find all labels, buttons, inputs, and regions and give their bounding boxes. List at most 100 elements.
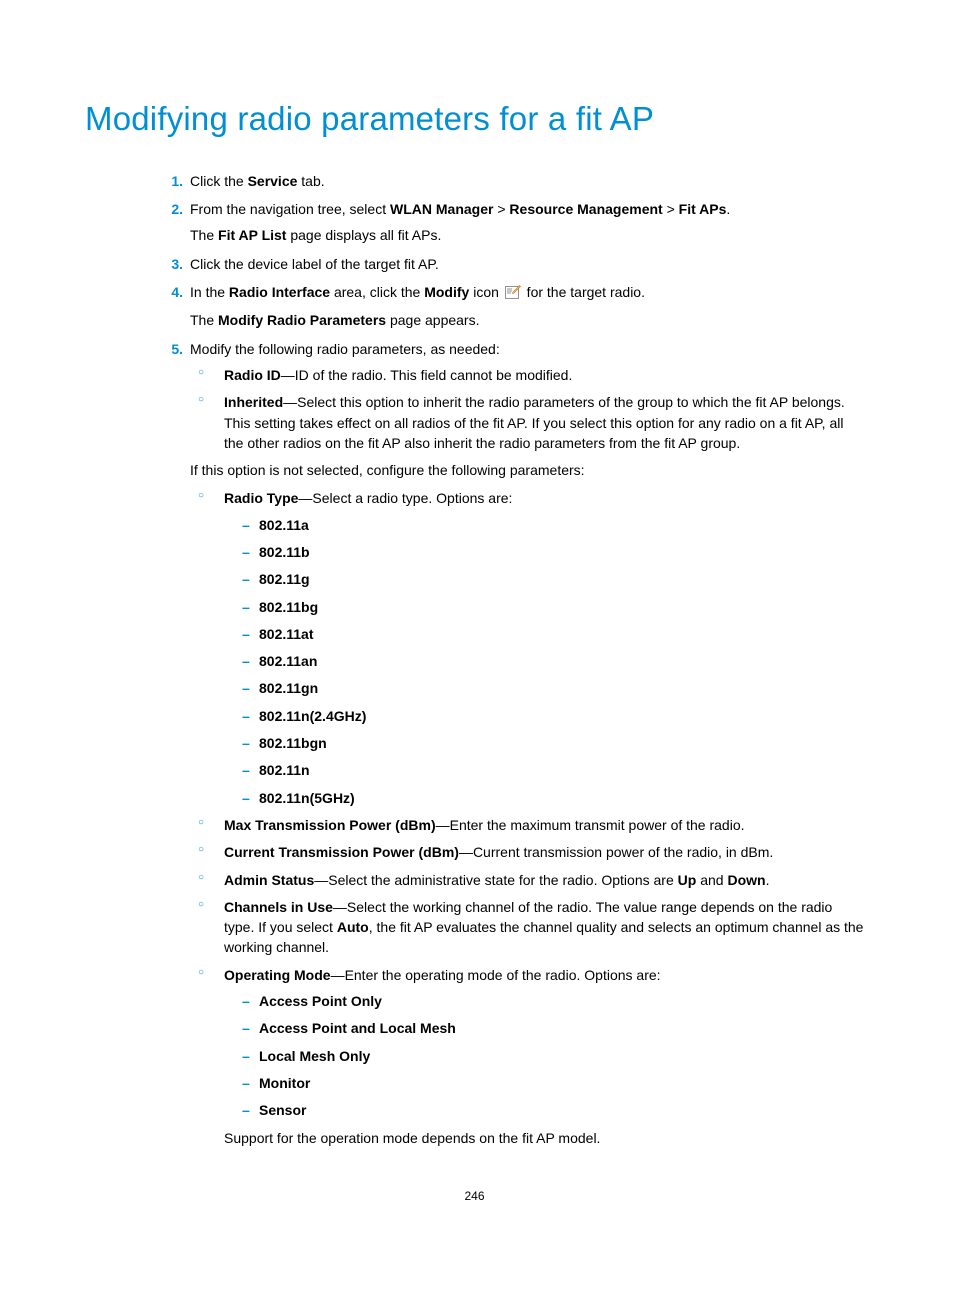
- text: If this option is not selected, configur…: [190, 462, 585, 478]
- bold-text: Modify: [424, 284, 469, 300]
- step-list: 1. Click the Service tab. 2. From the navig…: [85, 171, 864, 1148]
- text: Support for the operation mode depends o…: [224, 1130, 600, 1146]
- text: page appears.: [386, 312, 479, 328]
- dash-item: 802.11an: [259, 651, 864, 671]
- dash-item: Monitor: [259, 1073, 864, 1093]
- paragraph: From the navigation tree, select WLAN Ma…: [190, 199, 864, 219]
- text: —ID of the radio. This field cannot be m…: [281, 367, 573, 383]
- dash-label: Sensor: [259, 1102, 306, 1118]
- text: The: [190, 312, 218, 328]
- bold-text: Operating Mode: [224, 967, 331, 983]
- paragraph: Radio ID—ID of the radio. This field can…: [224, 365, 864, 385]
- bold-text: Auto: [337, 919, 369, 935]
- paragraph: Admin Status—Select the administrative s…: [224, 870, 864, 890]
- step-item: 3. Click the device label of the target f…: [155, 254, 864, 274]
- step-body: From the navigation tree, select WLAN Ma…: [190, 199, 864, 246]
- dash-item: Local Mesh Only: [259, 1046, 864, 1066]
- paragraph: Current Transmission Power (dBm)—Current…: [224, 842, 864, 862]
- bullet-item: Channels in Use—Select the working chann…: [220, 897, 864, 958]
- text: and: [696, 872, 727, 888]
- text: icon: [469, 284, 502, 300]
- text: Click the: [190, 173, 248, 189]
- step-number: 4.: [155, 282, 183, 302]
- dash-label: 802.11bgn: [259, 735, 327, 751]
- paragraph: If this option is not selected, configur…: [190, 460, 864, 480]
- paragraph: The Modify Radio Parameters page appears…: [190, 310, 864, 330]
- bullet-list: Radio Type—Select a radio type. Options …: [190, 488, 864, 1147]
- paragraph: Channels in Use—Select the working chann…: [224, 897, 864, 958]
- bold-text: Modify Radio Parameters: [218, 312, 386, 328]
- dash-item: Access Point and Local Mesh: [259, 1018, 864, 1038]
- text: for the target radio.: [523, 284, 645, 300]
- dash-item: 802.11a: [259, 515, 864, 535]
- text: In the: [190, 284, 229, 300]
- bold-text: Down: [727, 872, 765, 888]
- bold-text: WLAN Manager: [390, 201, 493, 217]
- page: Modifying radio parameters for a fit AP …: [0, 0, 954, 1245]
- text: .: [726, 201, 730, 217]
- step-number: 5.: [155, 339, 183, 359]
- text: —Enter the operating mode of the radio. …: [331, 967, 661, 983]
- step-body: In the Radio Interface area, click the M…: [190, 282, 864, 331]
- text: —Select this option to inherit the radio…: [224, 394, 845, 451]
- bold-text: Fit AP List: [218, 227, 286, 243]
- dash-item: 802.11b: [259, 542, 864, 562]
- paragraph: Click the device label of the target fit…: [190, 254, 864, 274]
- paragraph: Inherited—Select this option to inherit …: [224, 392, 864, 453]
- bold-text: Radio ID: [224, 367, 281, 383]
- bullet-item: Current Transmission Power (dBm)—Current…: [220, 842, 864, 862]
- text: area, click the: [330, 284, 424, 300]
- bold-text: Max Transmission Power (dBm): [224, 817, 436, 833]
- dash-item: 802.11bg: [259, 597, 864, 617]
- dash-label: 802.11n(5GHz): [259, 790, 355, 806]
- dash-label: Access Point Only: [259, 993, 382, 1009]
- dash-label: Local Mesh Only: [259, 1048, 370, 1064]
- text: The: [190, 227, 218, 243]
- text: —Current transmission power of the radio…: [459, 844, 773, 860]
- text: .: [766, 872, 770, 888]
- text: —Select a radio type. Options are:: [298, 490, 512, 506]
- bold-text: Admin Status: [224, 872, 314, 888]
- step-body: Click the device label of the target fit…: [190, 254, 864, 274]
- step-number: 1.: [155, 171, 183, 191]
- text: tab.: [297, 173, 324, 189]
- paragraph: Modify the following radio parameters, a…: [190, 339, 864, 359]
- bullet-item: Radio ID—ID of the radio. This field can…: [220, 365, 864, 385]
- paragraph: Max Transmission Power (dBm)—Enter the m…: [224, 815, 864, 835]
- step-number: 2.: [155, 199, 183, 219]
- step-item: 2. From the navigation tree, select WLAN …: [155, 199, 864, 246]
- bullet-item: Max Transmission Power (dBm)—Enter the m…: [220, 815, 864, 835]
- text: —Select the administrative state for the…: [314, 872, 677, 888]
- dash-label: 802.11n(2.4GHz): [259, 708, 366, 724]
- bullet-item: Admin Status—Select the administrative s…: [220, 870, 864, 890]
- dash-item: 802.11n(5GHz): [259, 788, 864, 808]
- dash-label: 802.11at: [259, 626, 314, 642]
- bold-text: Channels in Use: [224, 899, 333, 915]
- bullet-item: Radio Type—Select a radio type. Options …: [220, 488, 864, 808]
- bold-text: Fit APs: [679, 201, 727, 217]
- bold-text: Service: [248, 173, 298, 189]
- dash-label: 802.11b: [259, 544, 310, 560]
- dash-item: 802.11gn: [259, 678, 864, 698]
- page-title: Modifying radio parameters for a fit AP: [85, 95, 864, 143]
- dash-item: 802.11at: [259, 624, 864, 644]
- dash-item: Sensor: [259, 1100, 864, 1120]
- dash-label: Monitor: [259, 1075, 310, 1091]
- paragraph: Click the Service tab.: [190, 171, 864, 191]
- text: page displays all fit APs.: [286, 227, 441, 243]
- step-item: 4. In the Radio Interface area, click the…: [155, 282, 864, 331]
- bold-text: Resource Management: [509, 201, 662, 217]
- dash-list: 802.11a 802.11b 802.11g 802.11bg 802.11at 802…: [224, 515, 864, 808]
- bold-text: Up: [678, 872, 697, 888]
- bullet-list: Radio ID—ID of the radio. This field can…: [190, 365, 864, 453]
- text: From the navigation tree, select: [190, 201, 390, 217]
- dash-item: 802.11g: [259, 569, 864, 589]
- text: Click the device label of the target fit…: [190, 256, 439, 272]
- step-body: Modify the following radio parameters, a…: [190, 339, 864, 1148]
- dash-item: Access Point Only: [259, 991, 864, 1011]
- paragraph: In the Radio Interface area, click the M…: [190, 282, 864, 304]
- step-number: 3.: [155, 254, 183, 274]
- dash-label: 802.11n: [259, 762, 310, 778]
- step-item: 5. Modify the following radio parameters,…: [155, 339, 864, 1148]
- page-number: 246: [85, 1188, 864, 1205]
